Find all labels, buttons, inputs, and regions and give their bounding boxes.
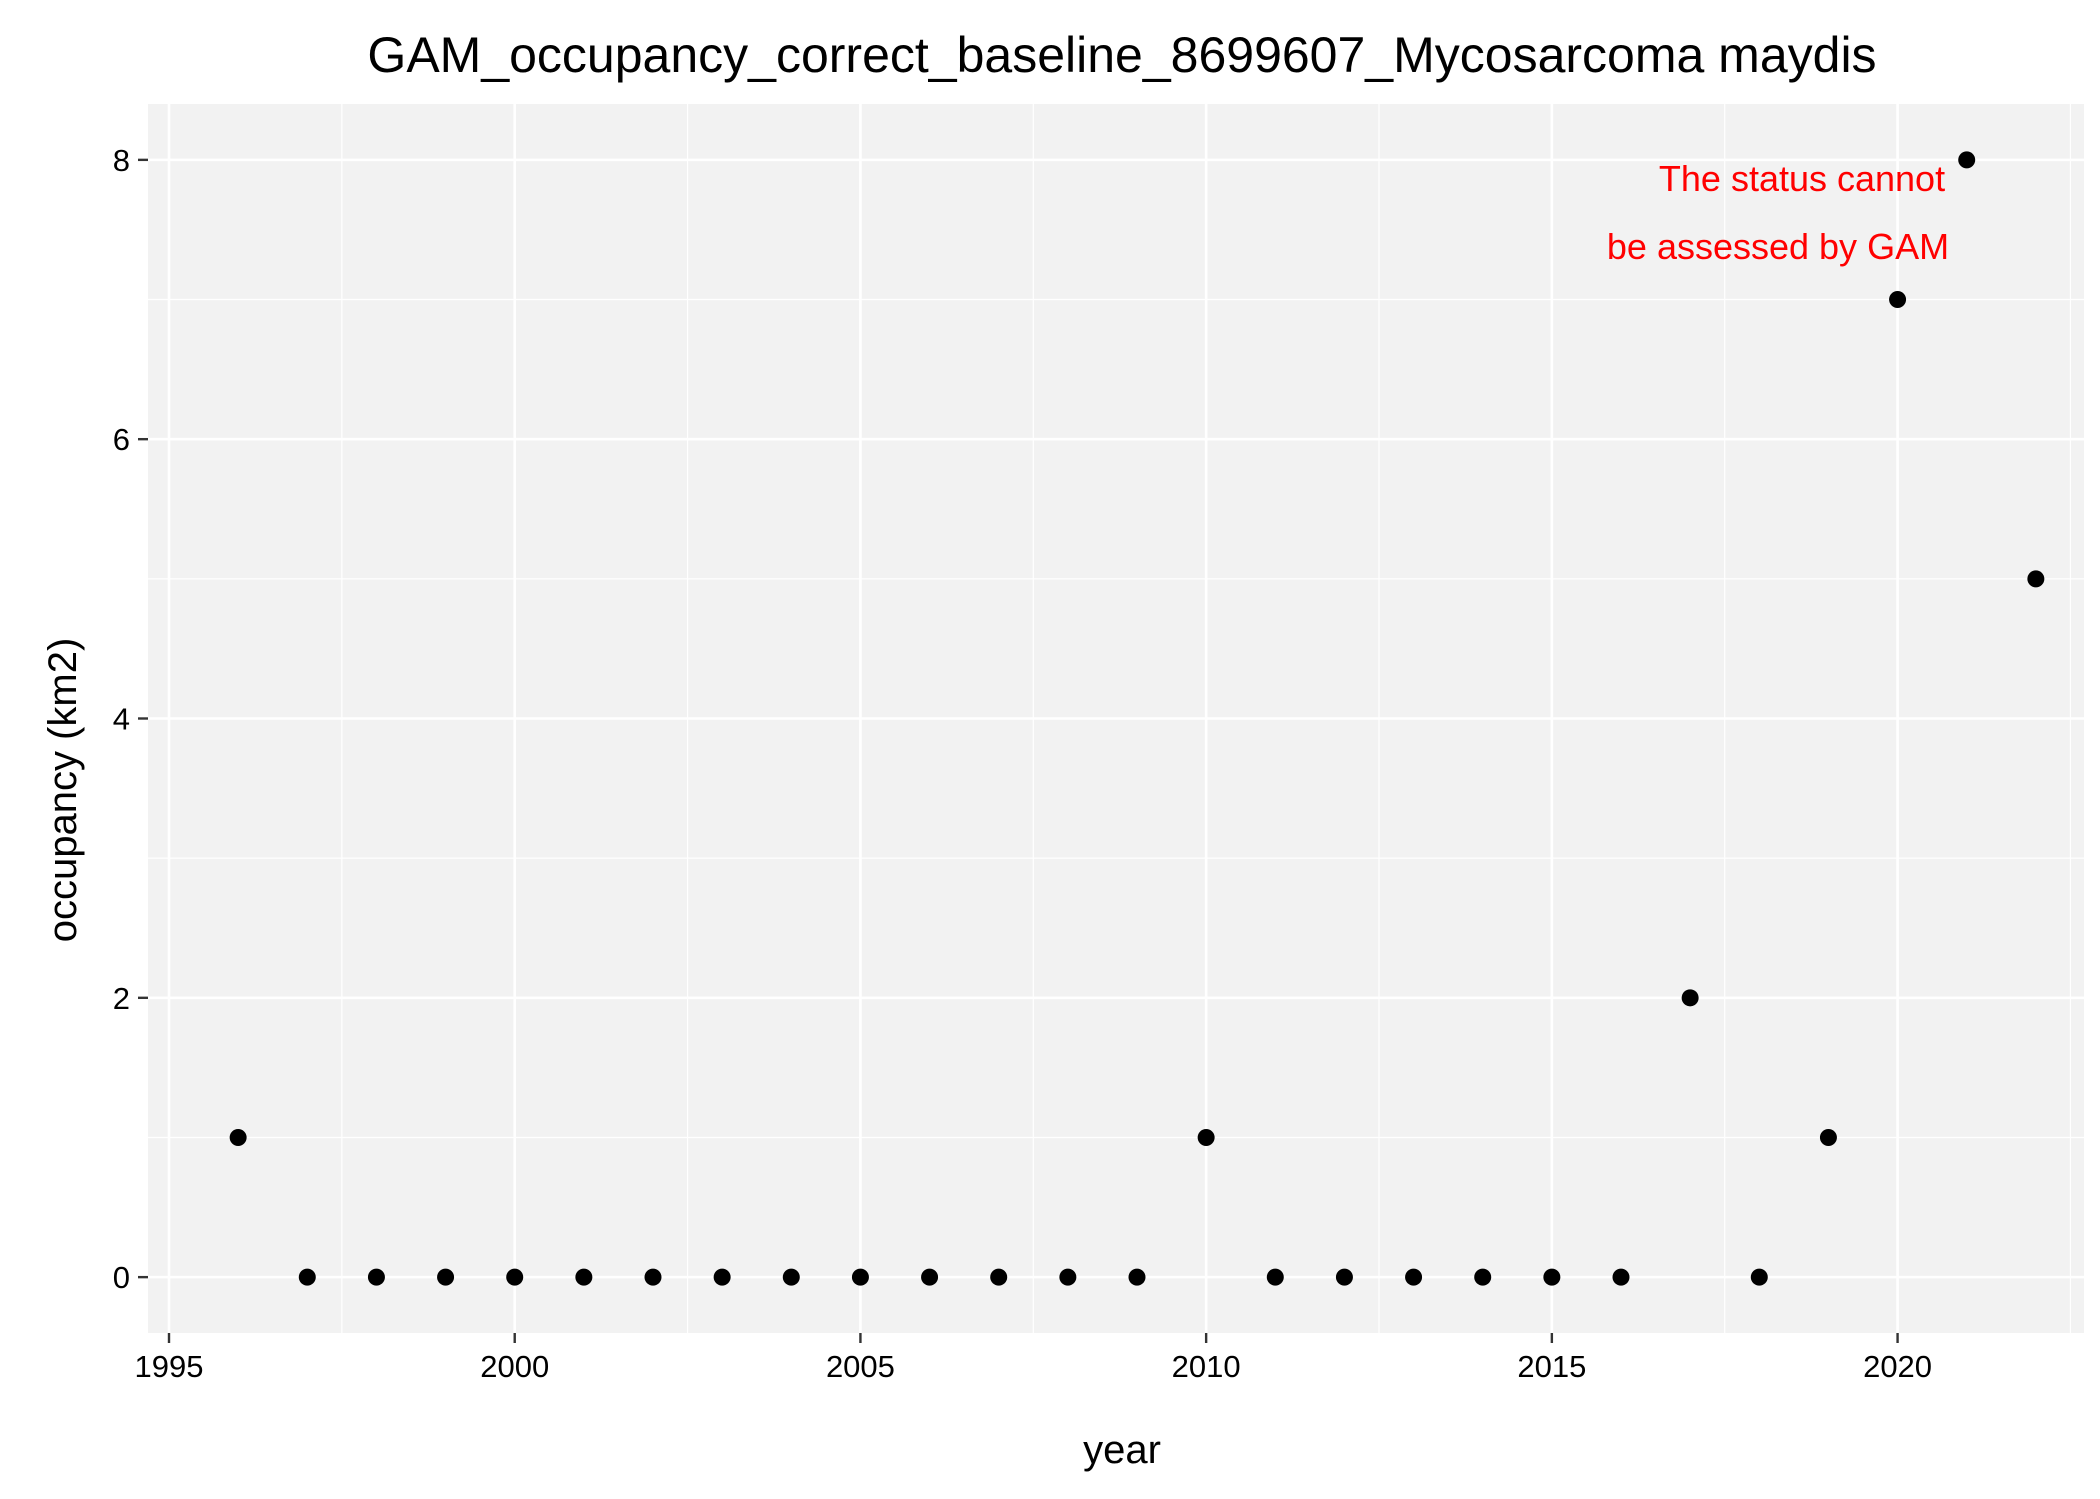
data-point xyxy=(1197,1128,1215,1146)
x-tick-label: 2000 xyxy=(480,1349,549,1384)
major-gridlines xyxy=(148,104,2084,1333)
data-point xyxy=(1474,1268,1492,1286)
data-point xyxy=(851,1268,869,1286)
x-tick-label: 1995 xyxy=(135,1349,204,1384)
x-tick-labels: 1995 2000 2005 2010 2015 2020 xyxy=(135,1349,1933,1384)
y-tick-label: 8 xyxy=(113,143,130,178)
data-point xyxy=(298,1268,316,1286)
data-point xyxy=(1958,151,1976,169)
data-point xyxy=(990,1268,1008,1286)
annotation-line-1: The status cannot xyxy=(1659,158,1945,199)
data-point xyxy=(506,1268,524,1286)
data-point xyxy=(644,1268,662,1286)
y-tick-labels: 0 2 4 6 8 xyxy=(113,143,130,1295)
data-point xyxy=(1059,1268,1077,1286)
data-point xyxy=(782,1268,800,1286)
data-point xyxy=(1819,1128,1837,1146)
axis-ticks xyxy=(138,158,1899,1343)
data-point xyxy=(1335,1268,1353,1286)
data-point xyxy=(1405,1268,1423,1286)
x-tick-label: 2015 xyxy=(1517,1349,1586,1384)
x-tick-label: 2005 xyxy=(826,1349,895,1384)
data-point xyxy=(229,1128,247,1146)
data-point xyxy=(575,1268,593,1286)
y-tick-label: 0 xyxy=(113,1260,130,1295)
data-point xyxy=(1612,1268,1630,1286)
data-point xyxy=(1266,1268,1284,1286)
y-tick-label: 4 xyxy=(113,702,130,737)
data-point xyxy=(437,1268,455,1286)
data-point xyxy=(1750,1268,1768,1286)
annotation-line-2: be assessed by GAM xyxy=(1607,226,1949,267)
y-axis-title: occupancy (km2) xyxy=(41,638,85,943)
chart-title: GAM_occupancy_correct_baseline_8699607_M… xyxy=(367,27,1876,83)
data-point xyxy=(1128,1268,1146,1286)
data-point xyxy=(367,1268,385,1286)
x-tick-label: 2020 xyxy=(1863,1349,1932,1384)
data-point xyxy=(921,1268,939,1286)
data-point xyxy=(1543,1268,1561,1286)
x-axis-title: year xyxy=(1083,1428,1161,1472)
data-point xyxy=(713,1268,731,1286)
y-tick-label: 2 xyxy=(113,981,130,1016)
data-point xyxy=(2027,570,2045,588)
data-point xyxy=(1889,291,1907,309)
y-tick-label: 6 xyxy=(113,422,130,457)
data-point xyxy=(1681,989,1699,1007)
x-tick-label: 2010 xyxy=(1172,1349,1241,1384)
data-points xyxy=(229,151,2045,1286)
